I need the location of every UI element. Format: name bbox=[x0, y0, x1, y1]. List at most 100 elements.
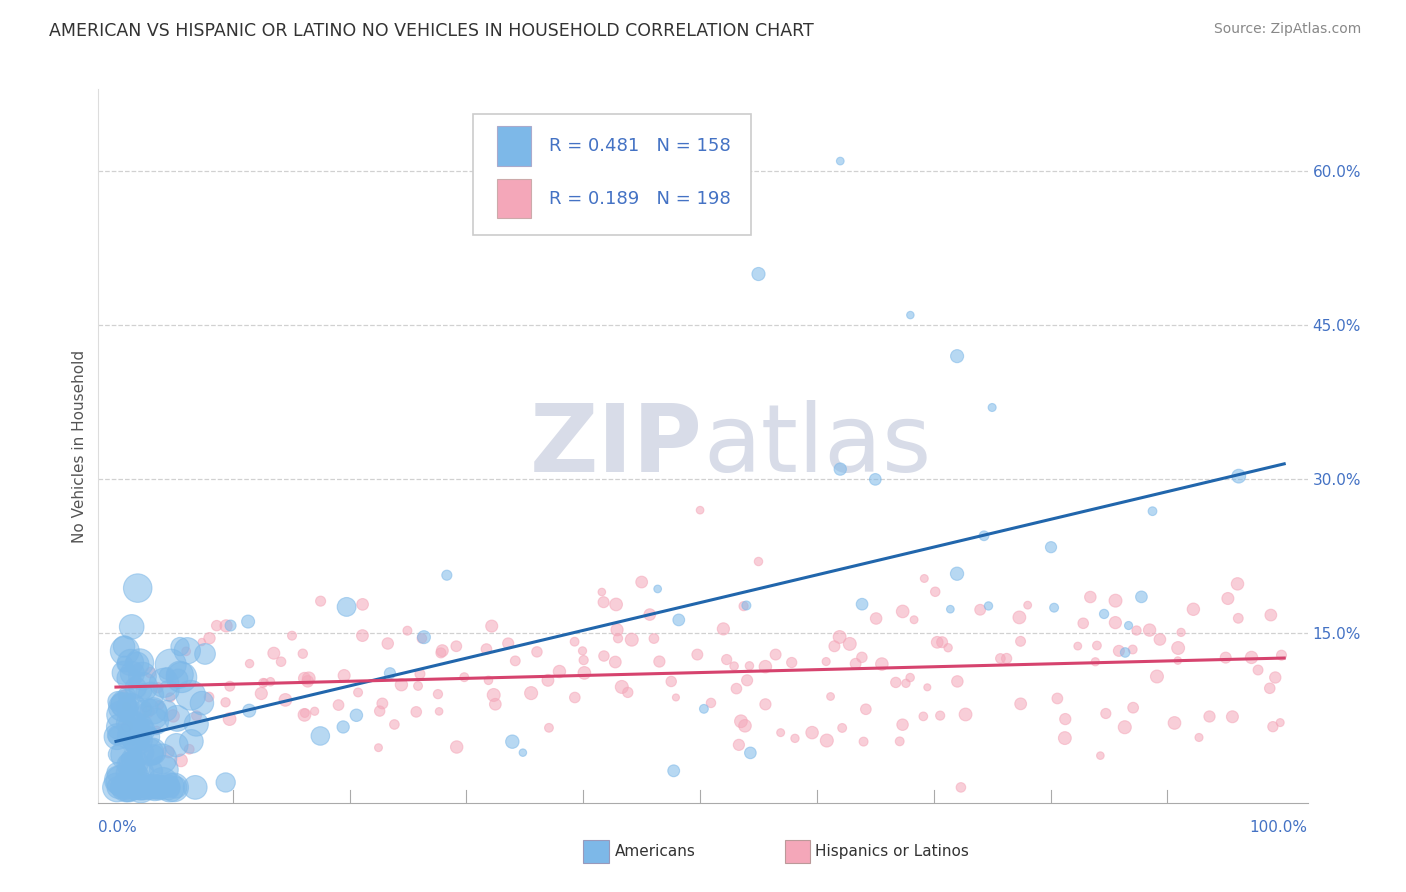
Point bbox=[501, 734, 523, 748]
Point bbox=[1067, 639, 1090, 653]
Point bbox=[548, 665, 571, 679]
Point bbox=[132, 702, 155, 716]
Point bbox=[716, 652, 738, 666]
Point bbox=[378, 666, 401, 681]
Point bbox=[1095, 706, 1118, 721]
Point bbox=[112, 698, 135, 712]
Point bbox=[198, 690, 221, 704]
Point bbox=[783, 731, 806, 746]
Point bbox=[865, 611, 887, 625]
Point bbox=[114, 780, 136, 795]
Point bbox=[153, 763, 176, 777]
Point bbox=[647, 582, 669, 596]
Point bbox=[105, 730, 128, 744]
Point bbox=[830, 154, 852, 169]
Point bbox=[191, 696, 214, 710]
Point bbox=[309, 729, 332, 743]
Point bbox=[446, 639, 468, 653]
Point bbox=[1258, 681, 1281, 696]
Point bbox=[165, 780, 187, 795]
Point bbox=[891, 604, 914, 618]
Text: AMERICAN VS HISPANIC OR LATINO NO VEHICLES IN HOUSEHOLD CORRELATION CHART: AMERICAN VS HISPANIC OR LATINO NO VEHICL… bbox=[49, 22, 814, 40]
Point bbox=[218, 679, 240, 693]
Point bbox=[406, 679, 429, 693]
Point bbox=[150, 752, 173, 766]
Point bbox=[643, 632, 665, 646]
Point bbox=[1215, 650, 1237, 665]
Point bbox=[291, 647, 314, 661]
Point bbox=[150, 780, 173, 795]
Point bbox=[1043, 600, 1066, 615]
Point bbox=[969, 603, 991, 617]
Point bbox=[148, 698, 170, 712]
Point bbox=[121, 702, 143, 716]
Point bbox=[112, 640, 135, 654]
Point bbox=[735, 599, 758, 613]
Point bbox=[754, 659, 776, 673]
Point bbox=[115, 780, 138, 795]
Point bbox=[371, 697, 394, 711]
Point bbox=[648, 655, 671, 669]
Point bbox=[121, 666, 143, 681]
FancyBboxPatch shape bbox=[498, 127, 531, 166]
Point bbox=[747, 554, 769, 568]
Point bbox=[845, 657, 868, 671]
Point bbox=[155, 704, 177, 718]
Point bbox=[939, 602, 962, 616]
Point bbox=[620, 632, 643, 647]
Point bbox=[253, 675, 276, 690]
Point bbox=[453, 670, 475, 684]
Point bbox=[426, 687, 449, 701]
Point bbox=[668, 613, 690, 627]
Point bbox=[1227, 469, 1250, 483]
Point bbox=[780, 656, 803, 670]
Point bbox=[114, 777, 136, 791]
Point bbox=[1046, 691, 1069, 706]
Point bbox=[1010, 697, 1032, 711]
Point bbox=[122, 720, 145, 734]
Point bbox=[820, 690, 842, 704]
Point bbox=[1261, 720, 1284, 734]
Point bbox=[186, 708, 208, 723]
Point bbox=[831, 721, 853, 735]
Point bbox=[1170, 625, 1192, 640]
Point bbox=[121, 757, 143, 772]
Point bbox=[117, 758, 139, 772]
Point bbox=[740, 746, 762, 760]
Point bbox=[503, 654, 526, 668]
Point bbox=[167, 672, 190, 686]
Point bbox=[917, 681, 939, 695]
Point bbox=[686, 648, 709, 662]
Point bbox=[734, 719, 756, 733]
Point bbox=[605, 655, 627, 669]
Point bbox=[855, 702, 877, 716]
Point bbox=[298, 671, 321, 685]
Point bbox=[336, 599, 359, 614]
Point bbox=[125, 756, 148, 770]
Point bbox=[124, 731, 146, 745]
Point bbox=[117, 780, 139, 795]
Point bbox=[114, 644, 136, 658]
Point bbox=[131, 780, 153, 795]
Point bbox=[427, 705, 450, 719]
Point bbox=[665, 690, 688, 705]
FancyBboxPatch shape bbox=[474, 114, 751, 235]
Point bbox=[496, 636, 519, 650]
Point bbox=[884, 675, 907, 690]
Point bbox=[396, 624, 419, 638]
Point bbox=[725, 681, 748, 696]
Point bbox=[1108, 644, 1130, 658]
Text: atlas: atlas bbox=[703, 400, 931, 492]
Point bbox=[120, 656, 142, 670]
Point bbox=[352, 629, 374, 643]
Point bbox=[931, 635, 953, 649]
Point bbox=[122, 751, 145, 765]
Point bbox=[250, 686, 273, 700]
Point bbox=[689, 503, 711, 517]
Point bbox=[124, 780, 146, 795]
Point bbox=[111, 700, 134, 714]
Point bbox=[898, 308, 921, 322]
Point bbox=[405, 705, 427, 719]
Point bbox=[129, 765, 152, 780]
Point bbox=[139, 745, 162, 759]
